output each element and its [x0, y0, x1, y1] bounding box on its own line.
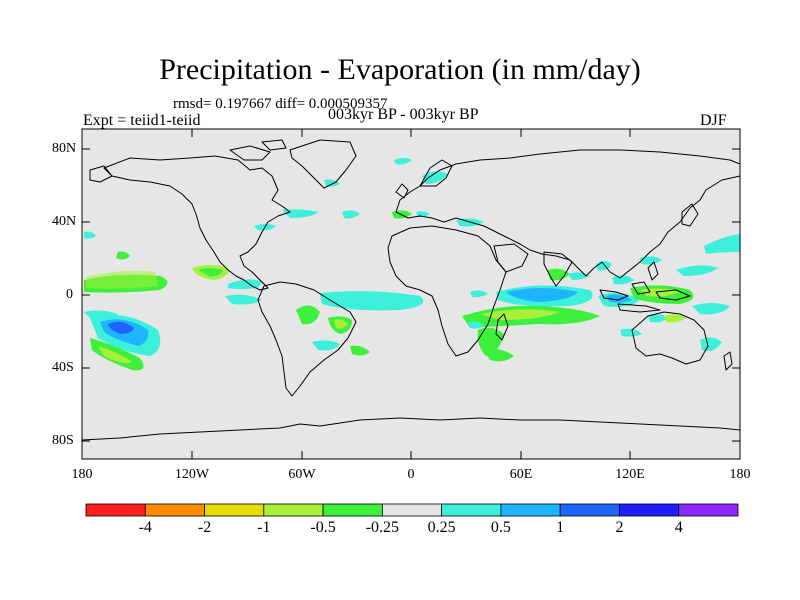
- colorbar-label: 2: [615, 519, 624, 536]
- lat-label: 40S: [52, 360, 74, 375]
- colorbar-swatch: [204, 503, 265, 517]
- south-america-outline: [257, 281, 357, 397]
- patch-lightgreen: [86, 270, 158, 289]
- lat-tick-marks: [82, 148, 740, 442]
- colorbar-swatch: [144, 503, 205, 517]
- alaska-outline: [89, 165, 113, 183]
- colorbar-label: -4: [138, 519, 152, 536]
- australia-outline: [631, 311, 709, 365]
- lat-label: 80N: [52, 141, 77, 156]
- colorbar: [85, 503, 739, 517]
- colorbar-swatch: [559, 503, 620, 517]
- lat-label: 0: [66, 287, 73, 302]
- scandinavia-outline: [419, 159, 453, 187]
- africa-outline: [387, 225, 507, 357]
- arctic-islands: [229, 139, 287, 161]
- british-isles-outline: [395, 183, 409, 199]
- patch-green: [116, 251, 130, 260]
- colorbar-swatch: [441, 503, 502, 517]
- patch-cyan: [84, 231, 96, 239]
- north-america-outline: [103, 155, 291, 291]
- patch-cyan: [422, 171, 448, 184]
- experiment-text: Expt = teiid1-teiid: [83, 112, 201, 129]
- patch-cyan: [470, 290, 488, 298]
- lon-tick-marks: [191, 129, 631, 459]
- new-zealand-outline: [723, 351, 733, 371]
- colorbar-label: 1: [556, 519, 565, 536]
- patch-green: [484, 348, 514, 362]
- period-text: 003kyr BP - 003kyr BP: [328, 106, 479, 123]
- stats-text: rmsd= 0.197667 diff= 0.000509357: [173, 96, 388, 112]
- patch-lightgreen: [334, 319, 348, 329]
- lon-label: 120E: [615, 467, 645, 482]
- patch-green: [350, 345, 370, 356]
- colorbar-swatch: [85, 503, 146, 517]
- greenland-outline: [289, 139, 357, 189]
- patch-cyan: [676, 265, 718, 276]
- anomaly-patches: [84, 158, 740, 371]
- patch-green: [548, 268, 570, 281]
- patch-cyan: [225, 294, 262, 305]
- madagascar-outline: [495, 313, 509, 341]
- antarctica-outline: [82, 417, 740, 441]
- patch-blue1: [506, 288, 578, 302]
- lon-label: 60W: [288, 467, 316, 482]
- patch-green: [664, 314, 686, 323]
- map-panel: [82, 129, 740, 459]
- colorbar-label: -1: [257, 519, 271, 536]
- patch-cyan: [342, 210, 360, 219]
- indonesia-outline: [599, 281, 691, 313]
- patch-cyan: [704, 234, 740, 254]
- plot-title: Precipitation - Evaporation (in mm/day): [159, 53, 641, 86]
- lon-label: 180: [71, 467, 93, 482]
- patch-cyan: [468, 321, 484, 329]
- colorbar-swatch: [500, 503, 561, 517]
- patch-green: [198, 268, 222, 277]
- eurasia-outline: [395, 149, 740, 279]
- colorbar-label: 0.25: [427, 519, 456, 536]
- patch-cyan: [312, 340, 340, 351]
- patch-cyan: [692, 303, 730, 315]
- lon-label: 60E: [509, 467, 533, 482]
- patch-cyan: [700, 337, 722, 351]
- colorbar-swatch: [619, 503, 680, 517]
- colorbar-swatch: [263, 503, 324, 517]
- lon-label: 0: [407, 467, 415, 482]
- japan-outline: [681, 203, 699, 227]
- colorbar-label: -2: [197, 519, 212, 536]
- patch-green: [296, 305, 320, 325]
- patch-cyan: [612, 275, 634, 285]
- lat-label: 80S: [52, 433, 74, 448]
- india-outline: [543, 251, 573, 287]
- coastlines: [82, 139, 740, 441]
- colorbar-swatch: [678, 503, 739, 517]
- patch-cyan: [282, 209, 318, 218]
- colorbar-label: 4: [674, 519, 683, 536]
- colorbar-swatch: [322, 503, 383, 517]
- colorbar-label: -0.5: [310, 519, 336, 536]
- patch-lightgreen: [98, 346, 132, 364]
- patch-cyan: [640, 256, 662, 265]
- patch-cyan: [620, 328, 642, 337]
- colorbar-label: -0.25: [365, 519, 400, 536]
- lat-label: 40N: [52, 214, 77, 229]
- lon-label: 120W: [174, 467, 210, 482]
- patch-cyan: [648, 314, 668, 323]
- lon-label: 180: [729, 467, 751, 482]
- patch-cyan: [320, 291, 424, 311]
- patch-blue2: [108, 321, 134, 334]
- colorbar-swatch: [381, 503, 443, 517]
- colorbar-label: 0.5: [490, 519, 511, 536]
- season-text: DJF: [700, 112, 727, 129]
- arabia-outline: [493, 243, 529, 273]
- patch-cyan: [394, 158, 412, 165]
- philippines-outline: [647, 261, 659, 281]
